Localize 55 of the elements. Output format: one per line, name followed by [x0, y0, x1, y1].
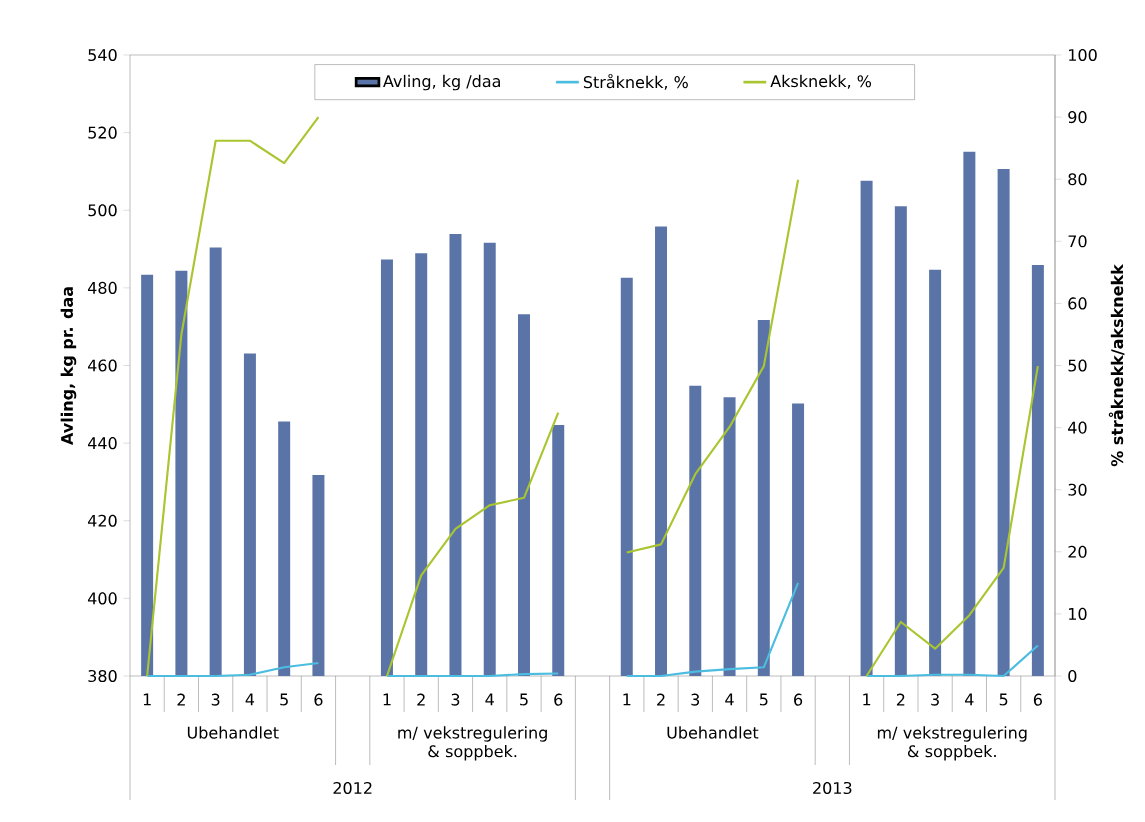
y2-tick-label: 50: [1068, 359, 1087, 372]
y-tick-label: 480: [87, 281, 117, 294]
x-tick-label: 4: [245, 693, 255, 706]
x-tick-label: 6: [794, 693, 803, 706]
y2-tick-label: 70: [1068, 235, 1087, 248]
text: 2012: [333, 781, 372, 795]
x-tick-label: 4: [485, 693, 494, 706]
y2-tick-label: 60: [1068, 297, 1087, 310]
x-tick-label: 4: [725, 693, 734, 706]
y2-tick-label: 30: [1068, 483, 1087, 496]
x-tick-label: 6: [1033, 693, 1042, 706]
x-tick-label: 6: [554, 693, 563, 706]
x-tick-label: 1: [623, 693, 631, 706]
y-tick-label: 420: [87, 514, 117, 527]
y-tick-label: 400: [87, 592, 117, 605]
x-tick-label: 2: [896, 693, 905, 706]
y2-tick-label: 20: [1068, 545, 1087, 558]
x-tick-label: 1: [383, 693, 391, 706]
y2-tick-label: 100: [1069, 48, 1097, 62]
y-tick-label: 440: [87, 437, 117, 450]
y2-tick-label: 90: [1068, 111, 1087, 124]
x-tick-label: 6: [314, 693, 323, 706]
x-tick-label: 5: [520, 693, 528, 706]
x-tick-label: 1: [143, 693, 151, 706]
x-tick-label: 3: [211, 693, 220, 706]
x-tick-label: 4: [965, 693, 974, 706]
x-tick-label: 2: [177, 693, 185, 706]
y2-tick-label: 40: [1068, 421, 1087, 434]
text: m/ vekstregulering & soppbek.: [877, 726, 1027, 761]
text: Ubehandlet: [667, 726, 759, 739]
y-tick-label: 380: [88, 669, 117, 683]
text: Ubehandlet: [187, 726, 279, 739]
x-tick-label: 3: [931, 693, 939, 706]
legend-label: Aksknekk, %: [770, 74, 872, 89]
text: m/ vekstregulering & soppbek.: [398, 726, 547, 761]
x-tick-label: 3: [691, 693, 700, 706]
x-tick-label: 1: [863, 693, 871, 706]
x-tick-label: 5: [759, 693, 768, 706]
x-tick-label: 5: [999, 693, 1008, 706]
y-axis-title: Avling, kg pr. daa: [60, 287, 77, 445]
y2-tick-label: 0: [1068, 669, 1077, 683]
y-tick-label: 520: [88, 126, 117, 139]
x-tick-label: 5: [280, 693, 288, 706]
y-tick-label: 500: [88, 204, 117, 217]
x-tick-label: 3: [451, 693, 460, 706]
legend-label: Stråknekk, %: [583, 73, 688, 90]
text: 2013: [813, 781, 852, 795]
y-tick-label: 460: [87, 359, 117, 372]
y2-axis-title: % stråknekk/aksknekk: [1108, 263, 1125, 467]
y-tick-label: 540: [88, 48, 117, 62]
legend-label: Avling, kg /daa: [383, 74, 500, 91]
y2-tick-label: 80: [1068, 173, 1087, 186]
x-tick-label: 2: [417, 693, 425, 706]
x-tick-label: 2: [657, 693, 665, 706]
y2-tick-label: 10: [1069, 607, 1087, 620]
